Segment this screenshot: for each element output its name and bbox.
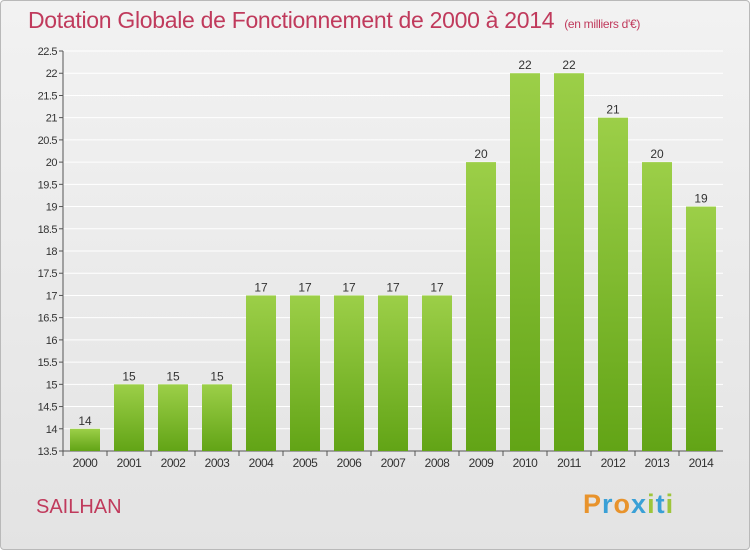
bar <box>422 295 452 451</box>
y-tick-label: 19 <box>46 202 58 214</box>
bar <box>686 206 716 451</box>
bar <box>642 162 672 451</box>
y-tick-label: 14.5 <box>38 402 58 414</box>
bar-value-label: 19 <box>694 192 708 206</box>
bar-value-label: 17 <box>430 280 444 294</box>
y-tick-label: 22.5 <box>38 46 58 58</box>
bar <box>290 295 320 451</box>
y-tick-label: 15 <box>46 379 58 391</box>
bar <box>246 295 276 451</box>
y-tick-label: 18.5 <box>38 224 58 236</box>
y-tick-label: 21 <box>46 113 58 125</box>
chart-title-text: Dotation Globale de Fonctionnement de 20… <box>28 7 555 33</box>
y-tick-label: 15.5 <box>38 357 58 369</box>
x-tick-label: 2008 <box>425 456 451 470</box>
bar-value-label: 14 <box>78 414 92 428</box>
bar <box>202 384 232 451</box>
y-tick-label: 17.5 <box>38 268 58 280</box>
bar <box>334 295 364 451</box>
y-tick-label: 21.5 <box>38 90 58 102</box>
bar-value-label: 20 <box>650 147 664 161</box>
y-tick-label: 22 <box>46 68 58 80</box>
chart-subtitle: (en milliers d'€) <box>564 17 641 31</box>
logo-letter: o <box>613 489 632 519</box>
bar-value-label: 20 <box>474 147 488 161</box>
bar-value-label: 21 <box>606 103 620 117</box>
y-tick-label: 16 <box>46 335 58 347</box>
logo-letter: i <box>647 489 656 519</box>
x-tick-label: 2001 <box>117 456 143 470</box>
bar <box>378 295 408 451</box>
y-tick-label: 14 <box>46 424 58 436</box>
y-tick-label: 18 <box>46 246 58 258</box>
bar <box>598 117 628 452</box>
bar-value-label: 22 <box>562 58 576 72</box>
bar-value-label: 22 <box>518 58 532 72</box>
x-tick-label: 2010 <box>513 456 539 470</box>
logo-letter: x <box>631 489 648 519</box>
bar-value-label: 15 <box>210 369 224 383</box>
bar <box>114 384 144 451</box>
x-tick-label: 2007 <box>381 456 407 470</box>
x-tick-label: 2013 <box>645 456 671 470</box>
logo-letter: t <box>655 489 666 519</box>
logo-letter: P <box>583 489 603 519</box>
y-tick-label: 17 <box>46 290 58 302</box>
x-tick-label: 2000 <box>73 456 99 470</box>
bar-value-label: 15 <box>122 369 136 383</box>
y-tick-label: 20.5 <box>38 135 58 147</box>
bar-value-label: 17 <box>254 280 268 294</box>
y-tick-label: 19.5 <box>38 179 58 191</box>
bar-value-label: 17 <box>298 280 312 294</box>
y-tick-label: 16.5 <box>38 313 58 325</box>
bar <box>466 162 496 451</box>
x-tick-label: 2003 <box>205 456 231 470</box>
bar-value-label: 17 <box>386 280 400 294</box>
x-tick-label: 2004 <box>249 456 275 470</box>
y-tick-label: 20 <box>46 157 58 169</box>
bar-value-label: 17 <box>342 280 356 294</box>
x-tick-label: 2006 <box>337 456 363 470</box>
x-tick-label: 2014 <box>689 456 715 470</box>
commune-name: SAILHAN <box>36 496 122 518</box>
x-tick-label: 2012 <box>601 456 627 470</box>
bar-value-label: 15 <box>166 369 180 383</box>
x-tick-label: 2002 <box>161 456 187 470</box>
proxiti-logo: Proxiti <box>583 489 674 520</box>
bar <box>510 73 540 451</box>
chart-title: Dotation Globale de Fonctionnement de 20… <box>28 7 640 34</box>
logo-letter: i <box>665 489 675 519</box>
x-tick-label: 2011 <box>557 456 582 470</box>
x-tick-label: 2009 <box>469 456 495 470</box>
bar <box>70 428 100 451</box>
x-tick-label: 2005 <box>293 456 319 470</box>
bar <box>158 384 188 451</box>
logo-letter: r <box>602 489 614 519</box>
bar <box>554 73 584 451</box>
y-tick-label: 13.5 <box>38 446 58 458</box>
